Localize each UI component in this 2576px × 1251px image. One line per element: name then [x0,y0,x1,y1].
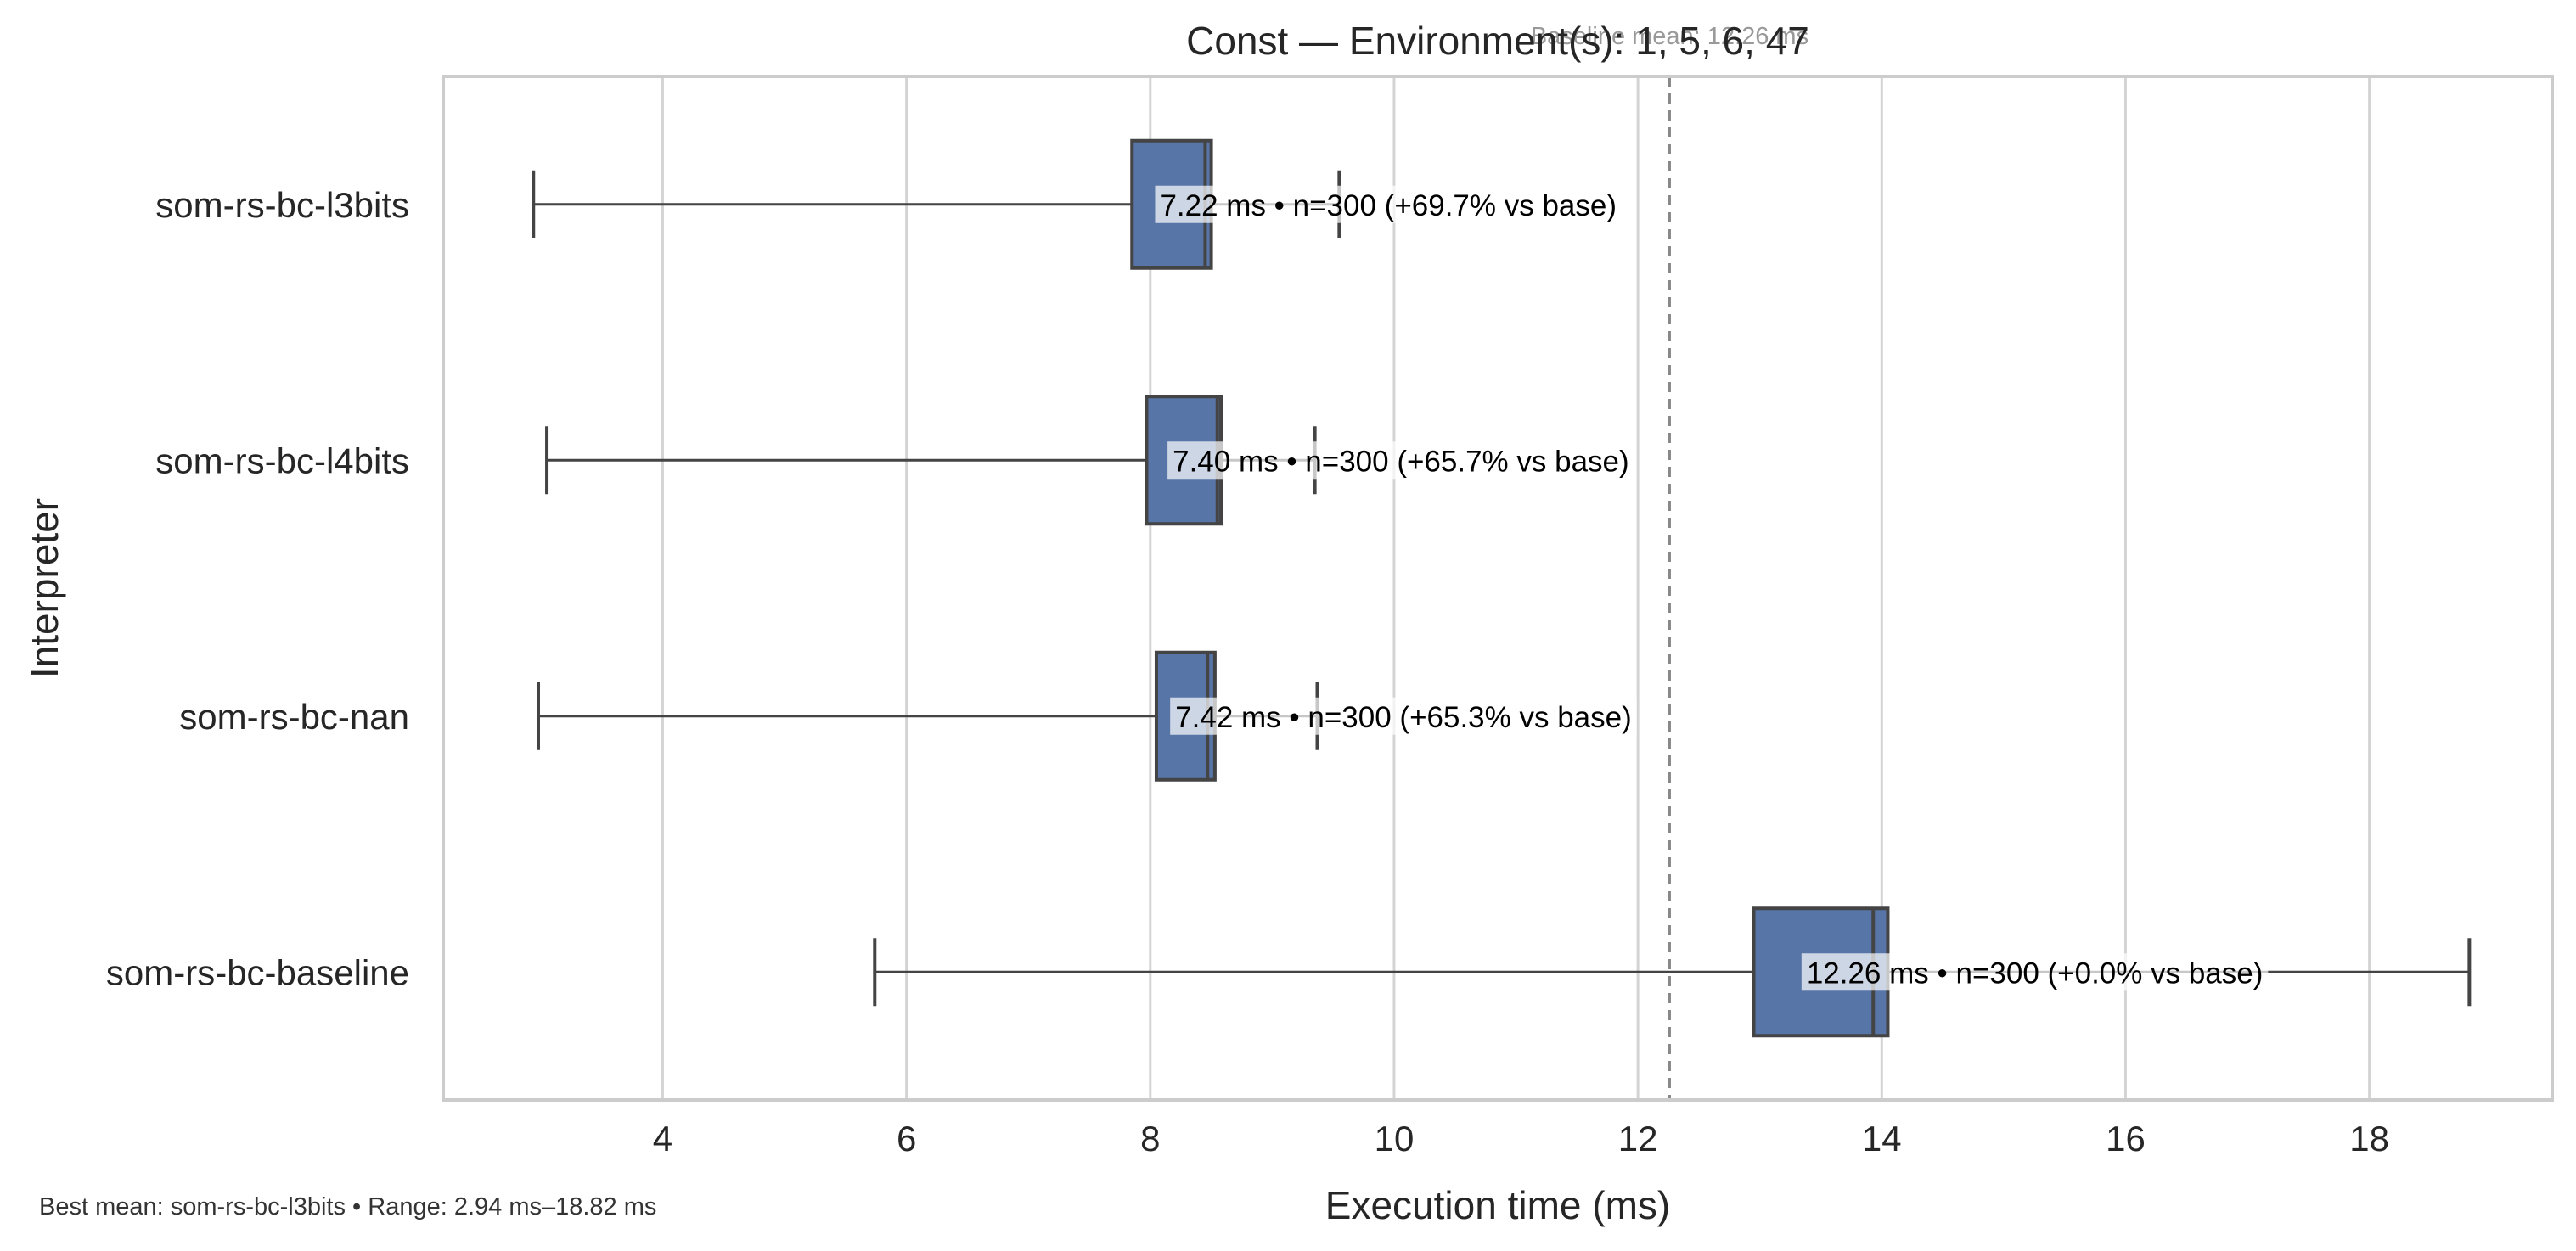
data-label-background [1155,185,1623,223]
box-som-rs-bc-l4bits: 7.40 ms • n=300 (+65.7% vs base) [545,395,1634,526]
x-tick-label: 10 [1375,1119,1415,1158]
y-category-label: som-rs-bc-l4bits [155,440,409,480]
chart-title: Const — Environment(s): 1, 5, 6, 47 [1186,19,1809,63]
x-tick-label: 16 [2106,1119,2146,1158]
data-label: 12.26 ms • n=300 (+0.0% vs base) [1807,956,2264,990]
data-label: 7.42 ms • n=300 (+65.3% vs base) [1175,701,1632,734]
plot-frame [442,75,2554,1102]
x-tick-label: 18 [2349,1119,2389,1158]
baseline-mean-label: Baseline mean: 12.26 ms [1531,23,1808,50]
y-category-label: som-rs-bc-l3bits [155,185,409,225]
x-tick-label: 8 [1140,1119,1160,1158]
y-category-label: som-rs-bc-nan [179,697,409,737]
data-label-background [1167,441,1634,480]
x-axis-label: Execution time (ms) [1325,1183,1670,1227]
box-som-rs-bc-nan: 7.42 ms • n=300 (+65.3% vs base) [536,650,1637,782]
y-category-label: som-rs-bc-baseline [106,952,409,992]
x-tick-label: 14 [1862,1119,1902,1158]
data-label: 7.40 ms • n=300 (+65.7% vs base) [1173,445,1629,478]
y-axis-label: Interpreter [22,498,66,678]
x-tick-label: 6 [897,1119,916,1158]
box-som-rs-bc-l3bits: 7.22 ms • n=300 (+69.7% vs base) [532,138,1623,270]
grid-lines [661,76,2371,1100]
x-tick-labels: 4 6 8 10 12 14 16 18 [653,1119,2389,1158]
data-label: 7.22 ms • n=300 (+69.7% vs base) [1160,189,1617,222]
x-tick-label: 12 [1618,1119,1658,1158]
summary-footnote: Best mean: som-rs-bc-l3bits • Range: 2.9… [39,1193,657,1220]
x-tick-label: 4 [653,1119,672,1158]
y-category-labels: som-rs-bc-l3bits som-rs-bc-l4bits som-rs-b… [106,185,409,993]
box-som-rs-bc-baseline: 12.26 ms • n=300 (+0.0% vs base) [873,906,2472,1038]
data-label-background [1170,697,1637,735]
boxplot-series: 7.22 ms • n=300 (+69.7% vs base) 7.40 ms … [532,138,2472,1038]
data-label-background [1801,953,2269,991]
